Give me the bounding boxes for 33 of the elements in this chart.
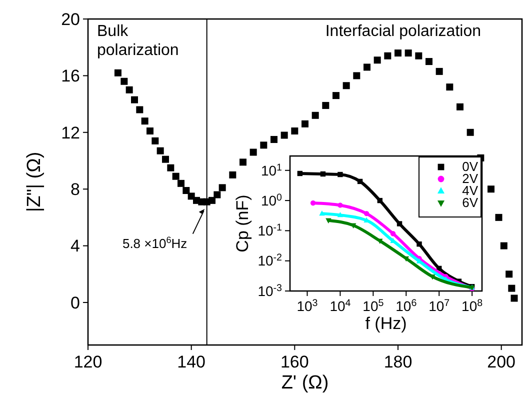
y-tick-label: 10$^{-2}$: [258, 252, 282, 269]
legend-label: 4V: [462, 183, 478, 198]
y-tick-label: 16: [61, 66, 80, 86]
y-tick-label: 20: [61, 10, 80, 29]
x-tick-label: 10$^{6}$: [396, 297, 418, 314]
x-tick-label: 160: [280, 352, 309, 372]
x-tick-label: 180: [384, 352, 412, 372]
annotation: Bulk polarization: [97, 23, 179, 59]
x-tick-label: 200: [487, 352, 516, 372]
x-tick-label: 10$^{3}$: [296, 297, 318, 314]
legend-label: 0V: [462, 159, 478, 174]
y-tick-label: 10$^{0}$: [260, 192, 283, 208]
y-axis-title: |Z"| (Ω): [24, 152, 45, 212]
annotation: Interfacial polarization: [325, 23, 481, 40]
y-axis-title: Cp (nF): [233, 194, 252, 252]
y-tick-label: 8: [70, 180, 80, 200]
y-tick-label: 0: [70, 293, 80, 312]
y-tick-label: 10$^{-1}$: [258, 222, 282, 239]
x-tick-label: 10$^{8}$: [462, 297, 484, 314]
annotation: 5.8 ×10$^{6}$Hz: [122, 234, 188, 251]
legend-label: 2V: [462, 171, 478, 186]
y-tick-label: 10$^{-3}$: [258, 282, 283, 299]
y-tick-label: 12: [61, 123, 80, 142]
x-tick-label: 10$^{7}$: [428, 297, 450, 314]
y-tick-label: 4: [70, 236, 80, 256]
x-tick-label: 140: [177, 352, 206, 372]
legend-label: 6V: [462, 195, 478, 210]
x-axis-title: f (Hz): [365, 314, 407, 333]
x-tick-label: 10$^{4}$: [330, 297, 352, 314]
x-axis-title: Z' (Ω): [281, 372, 329, 394]
x-tick-label: 120: [74, 352, 102, 372]
y-tick-label: 10$^{1}$: [260, 162, 282, 178]
x-tick-label: 10$^{5}$: [362, 297, 384, 314]
